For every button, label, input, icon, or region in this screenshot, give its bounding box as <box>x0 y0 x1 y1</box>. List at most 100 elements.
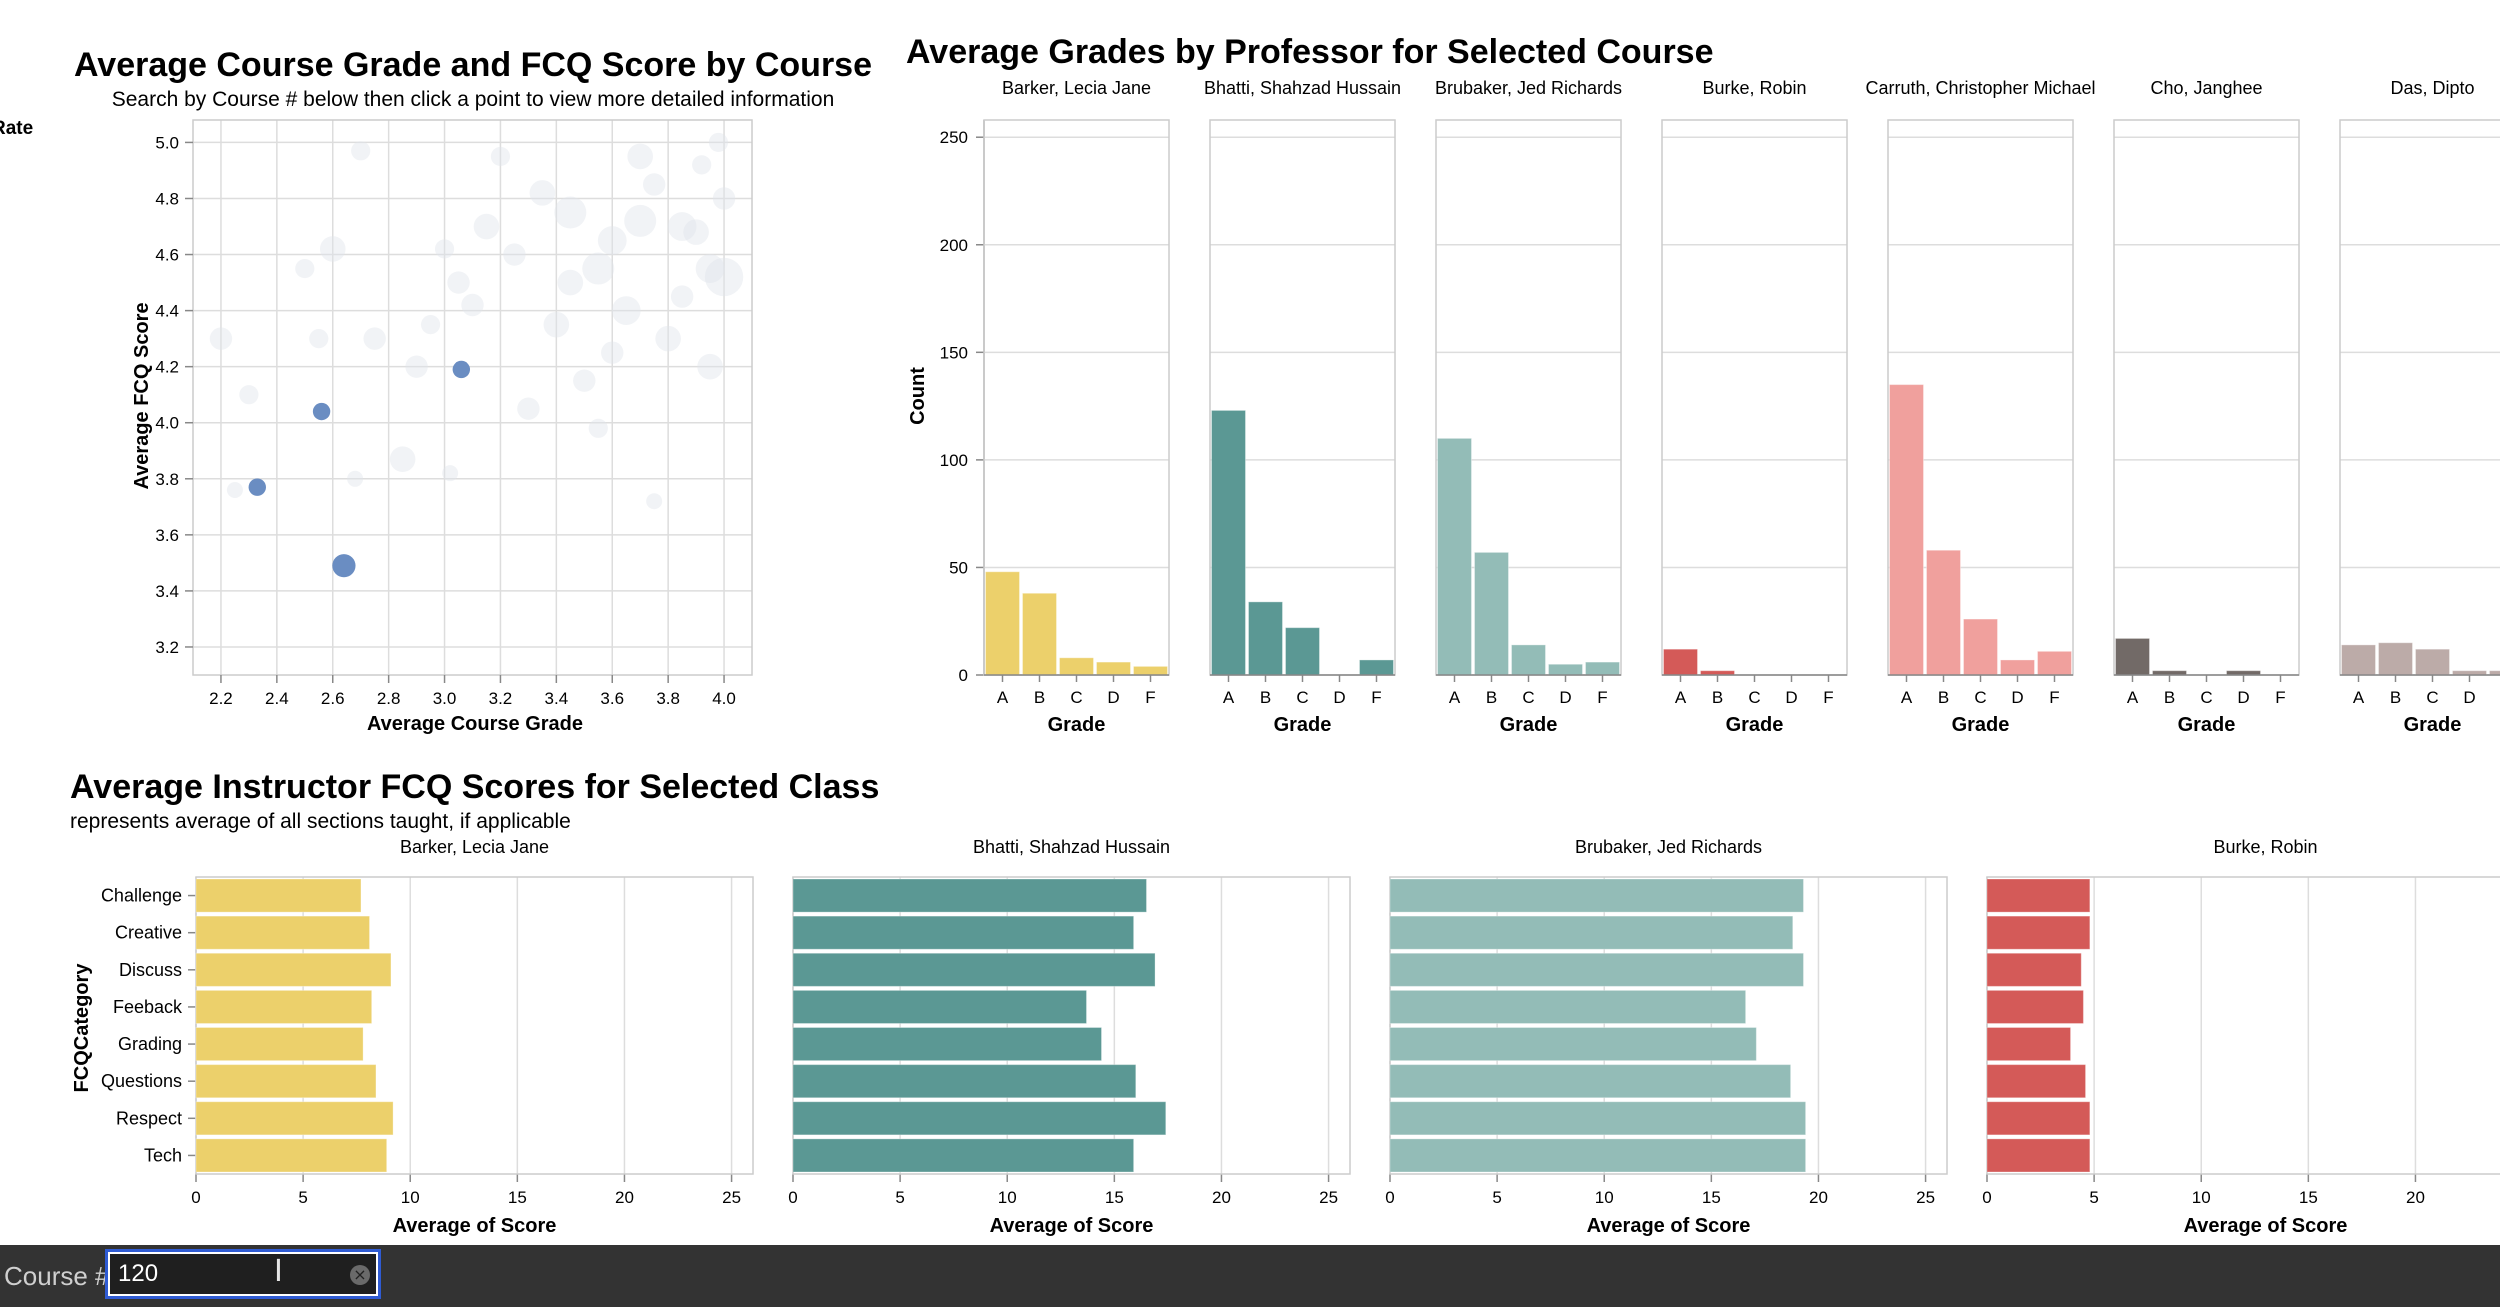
scatter-background-point[interactable] <box>601 341 624 364</box>
grade-bar[interactable] <box>1285 627 1320 676</box>
grade-bar[interactable] <box>1211 409 1246 676</box>
scatter-background-point[interactable] <box>461 293 484 317</box>
grade-bar[interactable] <box>2115 637 2150 676</box>
fcq-score-bar[interactable] <box>195 952 392 987</box>
grade-bar[interactable] <box>2341 644 2376 676</box>
scatter-background-point[interactable] <box>642 173 666 196</box>
fcq-score-bar[interactable] <box>792 878 1147 913</box>
fcq-score-bar[interactable] <box>1389 1101 1807 1136</box>
scatter-background-point[interactable] <box>309 329 329 349</box>
scatter-chart[interactable]: Rate Average Course Grade and FCQ Score … <box>0 46 872 735</box>
scatter-background-point[interactable] <box>543 311 570 338</box>
grade-bar[interactable] <box>1096 661 1131 676</box>
scatter-background-point[interactable] <box>226 482 243 498</box>
grade-bar[interactable] <box>1663 648 1698 676</box>
scatter-background-point[interactable] <box>529 180 556 206</box>
scatter-selected-point[interactable] <box>452 360 471 379</box>
scatter-background-point[interactable] <box>319 236 346 262</box>
scatter-background-point[interactable] <box>420 315 441 335</box>
scatter-background-point[interactable] <box>351 141 371 161</box>
grade-bar[interactable] <box>1548 663 1583 676</box>
scatter-selected-point[interactable] <box>332 554 356 578</box>
scatter-background-point[interactable] <box>692 155 712 175</box>
grade-bar[interactable] <box>1474 551 1509 676</box>
fcq-score-bar[interactable] <box>195 989 373 1024</box>
scatter-background-point[interactable] <box>517 397 540 420</box>
scatter-background-point[interactable] <box>708 132 729 153</box>
grade-bar[interactable] <box>1248 601 1283 676</box>
grade-bar[interactable] <box>1022 592 1057 676</box>
scatter-background-point[interactable] <box>239 385 259 405</box>
fcq-score-bar[interactable] <box>792 915 1135 950</box>
fcq-score-bar[interactable] <box>1986 878 2091 913</box>
grade-bar[interactable] <box>1889 384 1924 676</box>
scatter-background-point[interactable] <box>646 493 663 510</box>
scatter-background-point[interactable] <box>627 143 653 170</box>
fcq-score-bar[interactable] <box>792 952 1156 987</box>
scatter-background-point[interactable] <box>490 146 511 167</box>
scatter-background-point[interactable] <box>588 418 608 438</box>
scatter-background-point[interactable] <box>209 327 233 350</box>
fcq-score-bar[interactable] <box>1986 1064 2087 1099</box>
grade-bar[interactable] <box>1359 659 1394 676</box>
fcq-score-bar[interactable] <box>1389 952 1804 987</box>
scatter-background-point[interactable] <box>624 204 657 237</box>
grade-bar[interactable] <box>1437 437 1472 676</box>
scatter-background-point[interactable] <box>447 271 470 294</box>
fcq-score-bar[interactable] <box>792 1064 1137 1099</box>
scatter-background-point[interactable] <box>442 465 459 482</box>
grade-bar[interactable] <box>2489 670 2500 676</box>
scatter-background-point[interactable] <box>667 212 697 241</box>
fcq-score-bar[interactable] <box>792 1027 1102 1062</box>
grade-bar[interactable] <box>1133 665 1168 676</box>
grade-bar[interactable] <box>1059 657 1094 676</box>
grade-bar[interactable] <box>1926 549 1961 676</box>
fcq-score-bar[interactable] <box>1389 1138 1807 1173</box>
scatter-background-point[interactable] <box>611 296 641 326</box>
grade-bar[interactable] <box>2000 659 2035 676</box>
scatter-background-point[interactable] <box>405 355 428 378</box>
grade-bar[interactable] <box>2415 648 2450 676</box>
fcq-score-bar[interactable] <box>1986 915 2091 950</box>
scatter-background-point[interactable] <box>704 257 744 297</box>
fcq-score-bar[interactable] <box>792 1138 1135 1173</box>
scatter-background-point[interactable] <box>695 254 725 283</box>
scatter-background-point[interactable] <box>697 353 723 380</box>
scatter-background-point[interactable] <box>503 243 526 266</box>
scatter-background-point[interactable] <box>683 219 709 245</box>
grade-bar[interactable] <box>985 571 1020 676</box>
scatter-background-point[interactable] <box>295 258 315 279</box>
fcq-score-bar[interactable] <box>1389 878 1804 913</box>
scatter-background-point[interactable] <box>597 226 627 255</box>
fcq-score-bar[interactable] <box>195 915 371 950</box>
scatter-background-point[interactable] <box>389 446 416 472</box>
grade-bar[interactable] <box>2378 642 2413 676</box>
scatter-background-point[interactable] <box>347 470 364 487</box>
scatter-selected-point[interactable] <box>312 402 331 421</box>
fcq-score-bar[interactable] <box>1986 1101 2091 1136</box>
grade-bar[interactable] <box>1585 661 1620 676</box>
fcq-score-bar[interactable] <box>195 878 362 913</box>
fcq-score-bar[interactable] <box>195 1101 394 1136</box>
scatter-background-point[interactable] <box>363 327 386 350</box>
fcq-score-bar[interactable] <box>1389 1064 1792 1099</box>
fcq-score-bar[interactable] <box>195 1064 377 1099</box>
fcq-score-bar[interactable] <box>195 1027 364 1062</box>
fcq-score-bar[interactable] <box>1986 1027 2072 1062</box>
fcq-score-bar[interactable] <box>792 1101 1167 1136</box>
scatter-background-point[interactable] <box>434 239 455 259</box>
grade-bar[interactable] <box>2037 650 2072 676</box>
scatter-selected-point[interactable] <box>248 478 266 496</box>
scatter-background-point[interactable] <box>670 285 694 308</box>
fcq-score-bar[interactable] <box>1389 989 1747 1024</box>
scatter-background-point[interactable] <box>557 269 584 296</box>
fcq-score-bar[interactable] <box>1986 989 2084 1024</box>
fcq-score-bar[interactable] <box>1986 952 2082 987</box>
fcq-score-bar[interactable] <box>195 1138 388 1173</box>
scatter-background-point[interactable] <box>582 252 615 285</box>
grade-bar[interactable] <box>1511 644 1546 676</box>
scatter-background-point[interactable] <box>712 187 736 210</box>
fcq-score-bar[interactable] <box>1986 1138 2091 1173</box>
scatter-background-point[interactable] <box>655 325 681 352</box>
fcq-score-bar[interactable] <box>1389 1027 1757 1062</box>
